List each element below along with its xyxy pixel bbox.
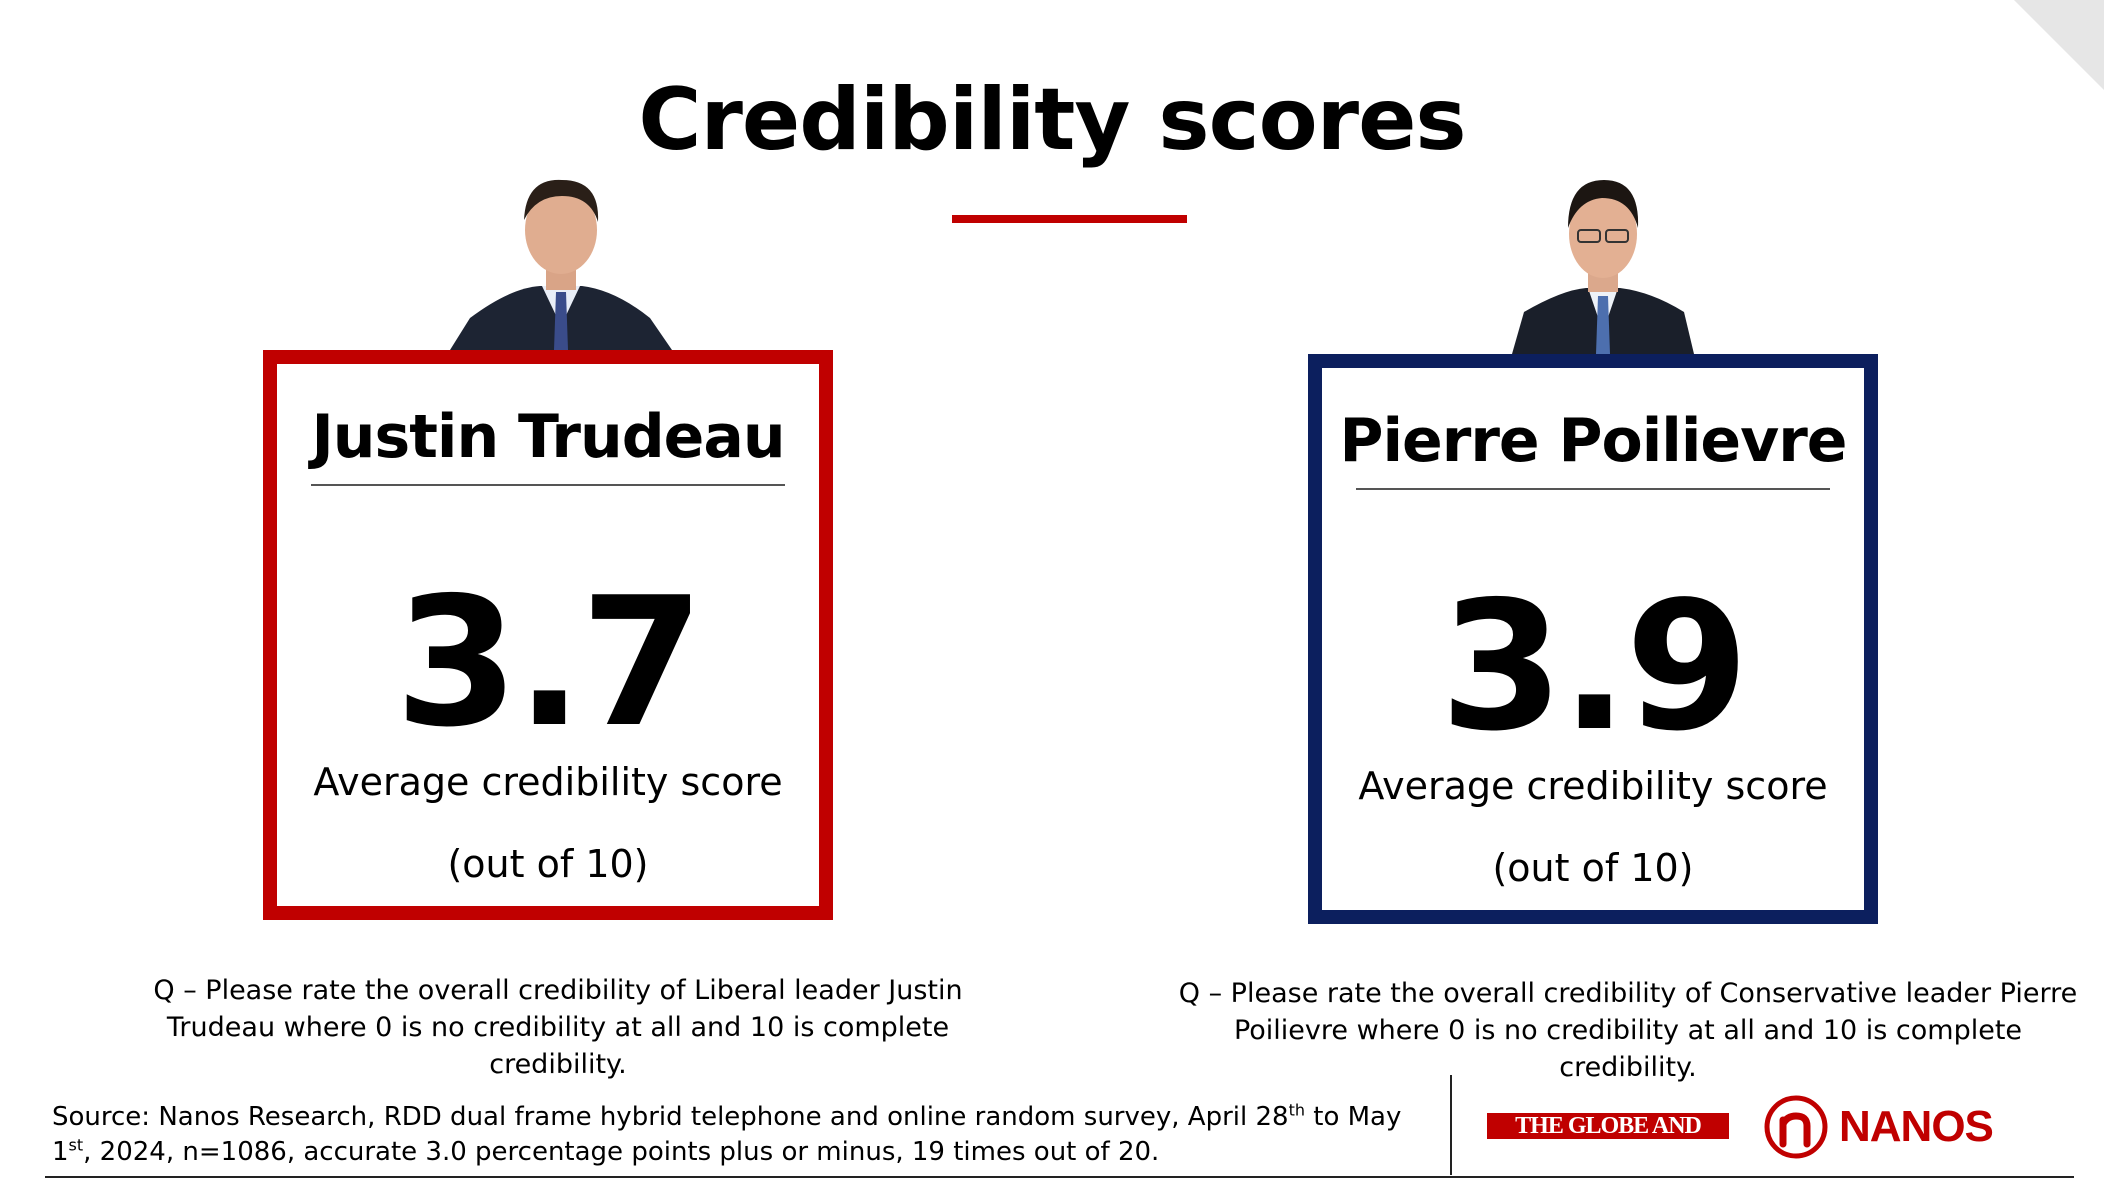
source-note: Source: Nanos Research, RDD dual frame h… bbox=[52, 1100, 1432, 1170]
footer-vertical-divider bbox=[1450, 1075, 1452, 1175]
nanos-logo-text: NANOS bbox=[1839, 1102, 1994, 1151]
trudeau-score-card: Justin Trudeau 3.7 Average credibility s… bbox=[263, 350, 833, 920]
page-corner-fold bbox=[2014, 0, 2104, 90]
source-superscript-2: st bbox=[68, 1135, 84, 1155]
page-title: Credibility scores bbox=[638, 70, 1466, 170]
trudeau-score: 3.7 bbox=[394, 559, 704, 766]
footer-rule bbox=[45, 1176, 2074, 1178]
poilievre-question-text: Q – Please rate the overall credibility … bbox=[1178, 978, 2078, 1083]
poilievre-score-caption: Average credibility score bbox=[1358, 764, 1828, 808]
trudeau-question-text: Q – Please rate the overall credibility … bbox=[153, 975, 963, 1080]
nanos-logo-icon bbox=[1764, 1095, 1828, 1159]
trudeau-score-caption: Average credibility score bbox=[313, 760, 783, 804]
nanos-logo: NANOS bbox=[1763, 1094, 1994, 1162]
poilievre-score: 3.9 bbox=[1439, 563, 1749, 770]
globe-and-mail-logo-text: THE GLOBE AND MAIL* bbox=[1515, 1113, 1702, 1165]
poilievre-score-card: Pierre Poilievre 3.9 Average credibility… bbox=[1308, 354, 1878, 924]
source-text-part2: to May 1 bbox=[52, 1102, 1402, 1167]
title-underline bbox=[952, 215, 1187, 223]
card-divider bbox=[1356, 488, 1830, 490]
source-text-part1: Source: Nanos Research, RDD dual frame h… bbox=[52, 1102, 1289, 1132]
trudeau-name: Justin Trudeau bbox=[311, 402, 785, 472]
poilievre-name: Pierre Poilievre bbox=[1339, 406, 1848, 476]
source-text-part3: , 2024, n=1086, accurate 3.0 percentage … bbox=[83, 1137, 1160, 1167]
trudeau-score-scale: (out of 10) bbox=[447, 842, 649, 886]
poilievre-score-scale: (out of 10) bbox=[1492, 846, 1694, 890]
source-superscript-1: th bbox=[1288, 1100, 1305, 1120]
globe-and-mail-logo: THE GLOBE AND MAIL* bbox=[1487, 1113, 1729, 1165]
trudeau-portrait bbox=[450, 168, 672, 350]
poilievre-portrait bbox=[1512, 172, 1694, 354]
card-divider bbox=[311, 484, 785, 486]
